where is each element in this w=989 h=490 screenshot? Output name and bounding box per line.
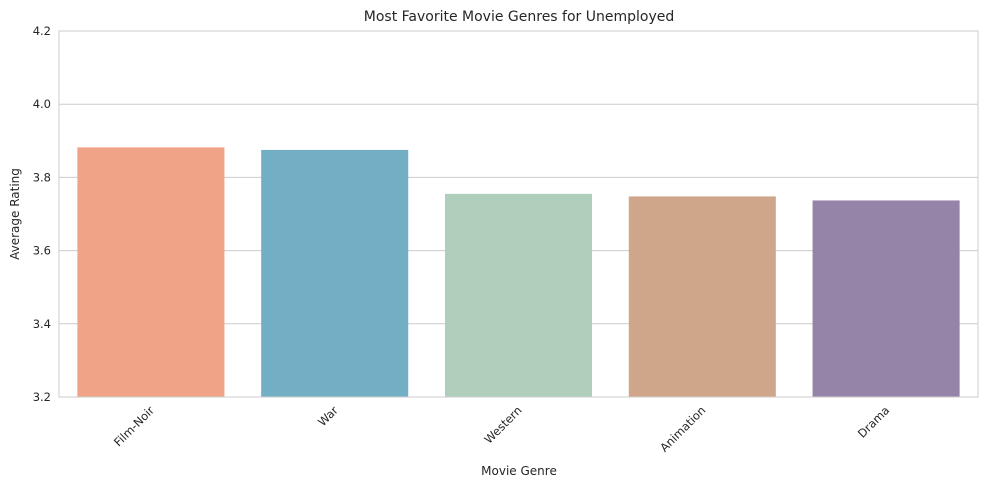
bar-war (261, 149, 409, 397)
y-tick-label: 4.0 (33, 97, 51, 111)
y-tick-label: 3.8 (33, 170, 51, 184)
x-tick-label: Animation (657, 403, 708, 454)
y-tick-label: 3.4 (33, 317, 51, 331)
bar-western (444, 193, 593, 397)
y-tick-label: 3.6 (33, 244, 51, 258)
x-axis-label: Movie Genre (481, 464, 557, 478)
y-axis-ticks: 3.2 3.4 3.6 3.8 4.0 4.2 (33, 24, 51, 404)
bar-animation (628, 196, 776, 397)
y-tick-label: 3.2 (33, 390, 51, 404)
x-tick-label: Western (481, 403, 524, 446)
x-tick-label: Drama (855, 403, 892, 440)
y-tick-label: 4.2 (33, 24, 51, 38)
chart-title: Most Favorite Movie Genres for Unemploye… (364, 9, 675, 25)
bar-film-noir (77, 147, 225, 397)
y-axis-label: Average Rating (8, 168, 22, 260)
x-tick-label: Film-Noir (111, 403, 157, 449)
x-axis-ticks: Film-Noir War Western Animation Drama (111, 403, 892, 455)
plot-frame (58, 30, 979, 398)
bars (77, 147, 960, 397)
bar-drama (812, 200, 960, 397)
x-tick-label: War (315, 403, 341, 429)
